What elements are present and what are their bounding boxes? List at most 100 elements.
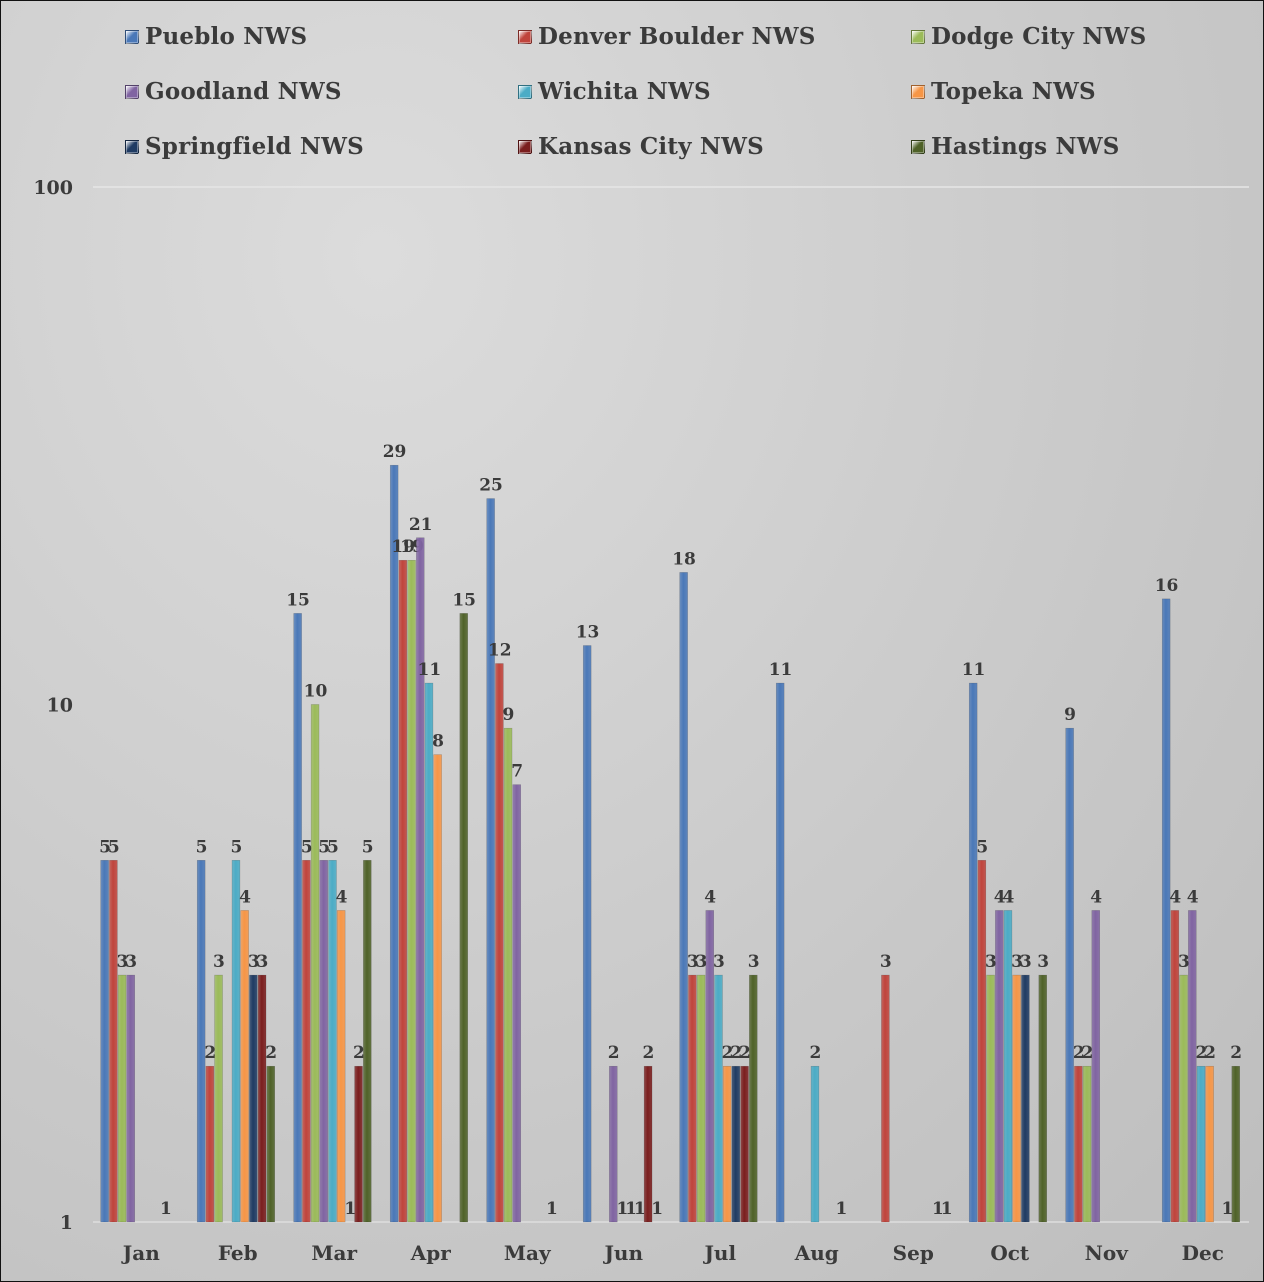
bar (302, 860, 311, 1223)
bar (1170, 910, 1180, 1223)
bar (459, 613, 468, 1223)
bar (749, 974, 758, 1223)
data-label: 4 (1090, 887, 1102, 907)
data-label: 29 (383, 442, 407, 462)
legend-swatch (911, 29, 925, 44)
bar (609, 1065, 618, 1223)
legend-swatch (125, 139, 139, 154)
bar (1074, 1065, 1083, 1223)
legend-label: Hastings NWS (931, 133, 1120, 160)
bar (205, 1065, 215, 1223)
data-label: 5 (108, 837, 120, 857)
data-label: 11 (962, 660, 986, 680)
legend-label: Dodge City NWS (931, 23, 1147, 50)
bar (1038, 974, 1047, 1223)
data-label: 2 (809, 1043, 821, 1063)
data-label: 5 (230, 837, 242, 857)
bar (995, 910, 1004, 1223)
bar (977, 860, 987, 1223)
data-label: 1 (616, 1199, 628, 1219)
data-label: 1 (932, 1199, 944, 1219)
data-label: 4 (704, 887, 716, 907)
data-label: 21 (409, 515, 433, 535)
data-label: 4 (994, 887, 1006, 907)
data-label: 12 (488, 641, 512, 661)
bar (1003, 910, 1013, 1223)
data-label: 5 (318, 837, 330, 857)
data-label: 3 (713, 952, 725, 972)
legend-item: Springfield NWS (125, 133, 364, 160)
data-label: 11 (769, 660, 793, 680)
legend-item: Topeka NWS (911, 78, 1096, 105)
x-tick-label: May (504, 1241, 552, 1265)
bar (257, 974, 267, 1223)
data-label: 1 (634, 1199, 646, 1219)
bar (968, 682, 978, 1223)
data-label: 5 (327, 837, 339, 857)
legend-label: Topeka NWS (931, 78, 1096, 105)
bar (582, 645, 592, 1223)
bar (109, 860, 118, 1223)
legend-item: Hastings NWS (911, 133, 1120, 160)
bar (986, 974, 995, 1223)
x-tick-label: Jul (702, 1241, 736, 1265)
x-tick-label: Sep (893, 1241, 934, 1265)
legend-swatch (125, 84, 139, 99)
data-label: 1 (1222, 1199, 1234, 1219)
data-label: 3 (1178, 952, 1190, 972)
data-label: 3 (117, 952, 129, 972)
y-tick-label: 10 (47, 695, 73, 717)
bar (389, 464, 399, 1223)
data-label: 3 (696, 952, 708, 972)
bar (512, 784, 521, 1223)
bar (1188, 910, 1197, 1223)
data-label: 15 (452, 590, 476, 610)
bar (354, 1065, 363, 1223)
legend-swatch (518, 139, 532, 154)
data-label: 16 (1155, 576, 1179, 596)
bar (740, 1065, 749, 1223)
bar (117, 974, 127, 1223)
data-label: 5 (362, 837, 374, 857)
bar (679, 572, 688, 1223)
bar (705, 910, 714, 1223)
bar (881, 974, 890, 1223)
data-label: 2 (1204, 1043, 1216, 1063)
bar (1205, 1065, 1214, 1223)
data-label: 10 (304, 682, 328, 702)
legend-swatch (125, 29, 139, 44)
data-label: 3 (748, 952, 760, 972)
bar (1091, 910, 1100, 1223)
data-label: 2 (204, 1043, 216, 1063)
bar (126, 974, 135, 1223)
data-label: 3 (1020, 952, 1032, 972)
bar (214, 974, 223, 1223)
bar (1161, 598, 1171, 1223)
data-label: 2 (1195, 1043, 1207, 1063)
x-tick-label: Aug (794, 1241, 839, 1265)
legend-item: Kansas City NWS (518, 133, 764, 160)
data-label: 4 (239, 887, 251, 907)
data-label: 3 (1037, 952, 1049, 972)
legend-swatch (518, 84, 532, 99)
bar (424, 682, 434, 1223)
bar (249, 974, 258, 1223)
bar (696, 974, 706, 1223)
bar (433, 754, 442, 1223)
data-label: 18 (672, 549, 696, 569)
x-tick-label: Oct (990, 1241, 1030, 1265)
x-tick-label: Nov (1085, 1241, 1130, 1265)
x-tick-label: Jun (602, 1241, 643, 1265)
legend-item: Denver Boulder NWS (518, 23, 816, 50)
bar (486, 498, 495, 1223)
data-label: 19 (391, 537, 415, 557)
data-label: 2 (722, 1043, 734, 1063)
bar (319, 860, 328, 1223)
data-label: 2 (353, 1043, 365, 1063)
bar (416, 537, 425, 1223)
bar (398, 559, 408, 1223)
data-label: 25 (479, 476, 503, 496)
bar (643, 1065, 653, 1223)
data-label: 9 (503, 705, 515, 725)
